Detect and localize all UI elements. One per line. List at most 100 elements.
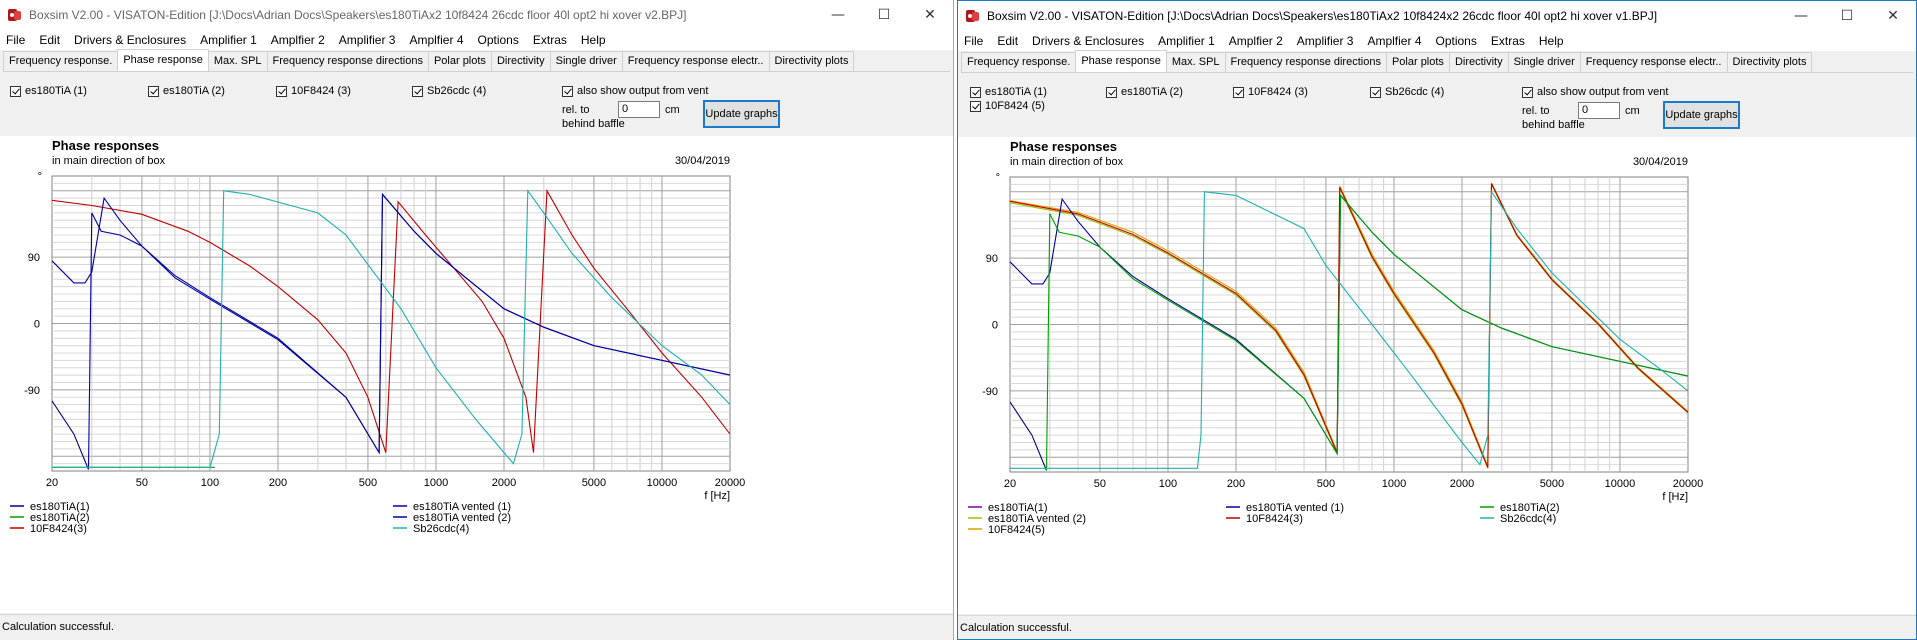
legend-label: es180TiA vented (2): [413, 512, 511, 524]
checkbox-check-icon[interactable]: [1233, 86, 1244, 98]
tab-phase-response[interactable]: Phase response: [1075, 50, 1167, 72]
menu-edit[interactable]: Edit: [39, 33, 61, 47]
phase-response-chart[interactable]: Phase responses in main direction of box 3…: [0, 136, 954, 613]
tab-frequency-response-electrical[interactable]: Frequency response electr..: [621, 51, 770, 71]
update-graphs-button[interactable]: Update graphs: [703, 100, 780, 128]
checkbox-check-icon[interactable]: [276, 85, 287, 97]
menu-amplifier-3[interactable]: Amplifier 3: [338, 33, 396, 47]
menu-drivers-enclosures[interactable]: Drivers & Enclosures: [74, 33, 187, 47]
tab-directivity[interactable]: Directivity: [1448, 52, 1509, 72]
tab-frequency-response-directions[interactable]: Frequency response directions: [266, 51, 429, 71]
menu-help[interactable]: Help: [580, 33, 606, 47]
status-text: Calculation successful.: [960, 622, 1072, 634]
close-icon[interactable]: ✕: [924, 7, 936, 23]
menu-amplifier-4[interactable]: Amplfier 4: [1367, 34, 1422, 48]
tab-single-driver[interactable]: Single driver: [549, 51, 623, 71]
close-icon[interactable]: ✕: [1887, 8, 1899, 24]
behind-baffle-label: behind baffle: [1522, 119, 1585, 131]
tab-phase-response[interactable]: Phase response: [117, 49, 209, 71]
tab-frequency-response[interactable]: Frequency response.: [3, 51, 119, 71]
checkbox-check-icon[interactable]: [970, 86, 981, 98]
driver-options-panel: es180TiA (1) es180TiA (2) 10F8424 (3) Sb…: [0, 74, 953, 134]
phase-response-chart[interactable]: Phase responses in main direction of box 3…: [958, 137, 1916, 614]
tab-directivity-plots[interactable]: Directivity plots: [768, 51, 855, 71]
series-line-6: [1045, 193, 1688, 471]
phase-response-graph[interactable]: Phase responses in main direction of box 3…: [0, 136, 953, 613]
x-tick-label: 100: [1159, 478, 1177, 490]
checkbox-10f8424-5[interactable]: 10F8424 (5): [970, 100, 1045, 112]
legend-label: es180TiA(1): [30, 501, 90, 513]
checkbox-check-icon[interactable]: [970, 100, 981, 112]
menu-amplifier-2[interactable]: Amplfier 2: [1228, 34, 1283, 48]
menu-amplifier-3[interactable]: Amplifier 3: [1296, 34, 1354, 48]
rel-to-label: rel. to: [562, 104, 590, 116]
checkbox-es180tia-1[interactable]: es180TiA (1): [10, 85, 87, 97]
checkbox-check-icon[interactable]: [562, 85, 573, 97]
menu-amplifier-2[interactable]: Amplfier 2: [270, 33, 325, 47]
checkbox-check-icon[interactable]: [148, 85, 159, 97]
menu-help[interactable]: Help: [1538, 34, 1564, 48]
menu-extras[interactable]: Extras: [1490, 34, 1525, 48]
checkbox-vent-output[interactable]: also show output from vent: [562, 85, 708, 97]
series-line-4: [1010, 183, 1688, 468]
x-tick-label: 20000: [715, 477, 746, 489]
checkbox-sb26cdc-4[interactable]: Sb26cdc (4): [412, 85, 486, 97]
checkbox-es180tia-2[interactable]: es180TiA (2): [1106, 86, 1183, 98]
checkbox-10f8424-3[interactable]: 10F8424 (3): [1233, 86, 1308, 98]
update-graphs-button[interactable]: Update graphs: [1663, 101, 1740, 129]
title-bar[interactable]: Boxsim V2.00 - VISATON-Edition [J:\Docs\…: [0, 0, 953, 30]
x-tick-label: 10000: [1605, 478, 1636, 490]
tab-polar-plots[interactable]: Polar plots: [1385, 52, 1450, 72]
tab-directivity-plots[interactable]: Directivity plots: [1726, 52, 1813, 72]
minimize-icon[interactable]: —: [831, 7, 845, 23]
checkbox-check-icon[interactable]: [10, 85, 21, 97]
x-tick-label: 20: [46, 477, 58, 489]
menu-amplifier-1[interactable]: Amplifier 1: [200, 33, 257, 47]
vent-offset-input[interactable]: 0: [1578, 102, 1620, 119]
menu-file[interactable]: File: [964, 34, 984, 48]
chart-subtitle: in main direction of box: [52, 155, 166, 167]
phase-response-graph[interactable]: Phase responses in main direction of box 3…: [958, 137, 1916, 614]
checkbox-check-icon[interactable]: [1106, 86, 1117, 98]
x-tick-label: 5000: [1540, 478, 1564, 490]
menu-amplifier-1[interactable]: Amplifier 1: [1158, 34, 1215, 48]
tab-polar-plots[interactable]: Polar plots: [427, 51, 492, 71]
menu-edit[interactable]: Edit: [997, 34, 1019, 48]
menu-options[interactable]: Options: [477, 33, 519, 47]
tab-frequency-response-electrical[interactable]: Frequency response electr..: [1579, 52, 1728, 72]
menu-drivers-enclosures[interactable]: Drivers & Enclosures: [1032, 34, 1145, 48]
menu-extras[interactable]: Extras: [532, 33, 567, 47]
checkbox-es180tia-1[interactable]: es180TiA (1): [970, 86, 1047, 98]
status-text: Calculation successful.: [2, 621, 114, 633]
legend-label: 10F8424(3): [1246, 513, 1303, 525]
minimize-icon[interactable]: —: [1794, 8, 1808, 24]
driver-options-panel: es180TiA (1) es180TiA (2) 10F8424 (3) Sb…: [958, 75, 1916, 135]
legend-label: 10F8424(3): [30, 523, 87, 535]
menu-file[interactable]: File: [6, 33, 26, 47]
maximize-icon[interactable]: ☐: [877, 7, 891, 23]
checkbox-10f8424-3[interactable]: 10F8424 (3): [276, 85, 351, 97]
boxsim-app-icon[interactable]: [7, 7, 23, 23]
maximize-icon[interactable]: ☐: [1840, 8, 1854, 24]
checkbox-check-icon[interactable]: [1522, 86, 1533, 98]
tab-single-driver[interactable]: Single driver: [1507, 52, 1581, 72]
boxsim-app-icon[interactable]: [965, 8, 981, 24]
checkbox-check-icon[interactable]: [1370, 86, 1381, 98]
checkbox-sb26cdc-4[interactable]: Sb26cdc (4): [1370, 86, 1444, 98]
checkbox-vent-output[interactable]: also show output from vent: [1522, 86, 1668, 98]
menu-amplifier-4[interactable]: Amplfier 4: [409, 33, 464, 47]
title-bar[interactable]: Boxsim V2.00 - VISATON-Edition [J:\Docs\…: [958, 1, 1916, 31]
tab-max-spl[interactable]: Max. SPL: [207, 51, 268, 71]
status-bar: Calculation successful.: [958, 615, 1916, 639]
series-line-5: [87, 192, 730, 470]
vent-offset-input[interactable]: 0: [618, 101, 660, 118]
menu-options[interactable]: Options: [1435, 34, 1477, 48]
tab-max-spl[interactable]: Max. SPL: [1165, 52, 1226, 72]
legend-label: es180TiA(2): [30, 512, 90, 524]
tab-frequency-response-directions[interactable]: Frequency response directions: [1224, 52, 1387, 72]
rel-to-label: rel. to: [1522, 105, 1550, 117]
checkbox-check-icon[interactable]: [412, 85, 423, 97]
checkbox-es180tia-2[interactable]: es180TiA (2): [148, 85, 225, 97]
tab-frequency-response[interactable]: Frequency response.: [961, 52, 1077, 72]
tab-directivity[interactable]: Directivity: [490, 51, 551, 71]
